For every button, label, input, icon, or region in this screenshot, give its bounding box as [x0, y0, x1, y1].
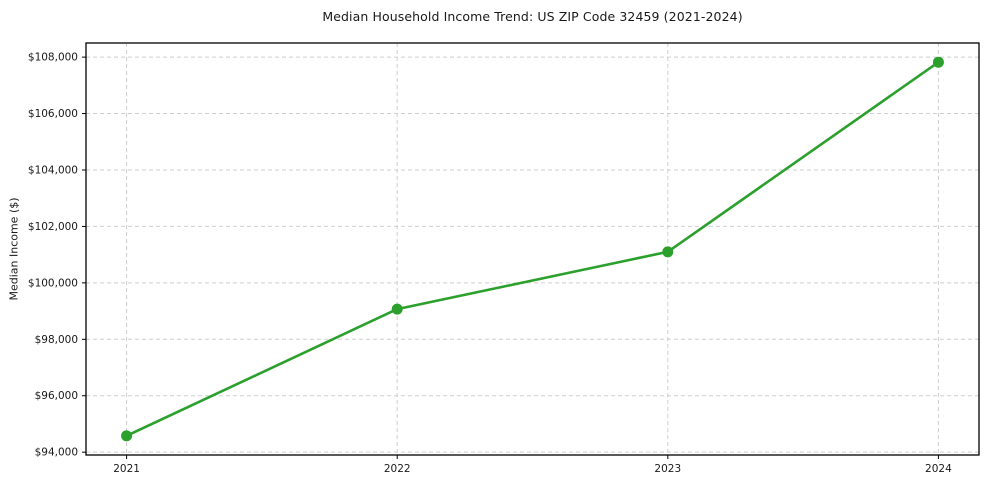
x-tick-label: 2023 — [654, 463, 681, 475]
y-tick-label: $102,000 — [28, 221, 78, 233]
y-tick-label: $94,000 — [35, 447, 78, 459]
x-tick-label: 2024 — [925, 463, 952, 475]
data-point-marker — [662, 246, 674, 258]
plot-border — [85, 42, 980, 456]
y-tick-label: $104,000 — [28, 164, 78, 176]
y-tick-label: $100,000 — [28, 277, 78, 289]
y-tick-label: $98,000 — [35, 334, 78, 346]
chart-title: Median Household Income Trend: US ZIP Co… — [322, 9, 743, 24]
data-point-marker — [121, 430, 133, 442]
data-point-marker — [932, 56, 944, 68]
y-tick-label: $106,000 — [28, 108, 78, 120]
x-tick-label: 2022 — [384, 463, 411, 475]
y-tick-label: $108,000 — [28, 52, 78, 64]
trend-line — [125, 60, 940, 438]
y-tick-label: $96,000 — [35, 390, 78, 402]
data-point-marker — [391, 303, 403, 315]
y-axis-label: Median Income ($) — [7, 197, 21, 301]
x-tick-label: 2021 — [113, 463, 140, 475]
